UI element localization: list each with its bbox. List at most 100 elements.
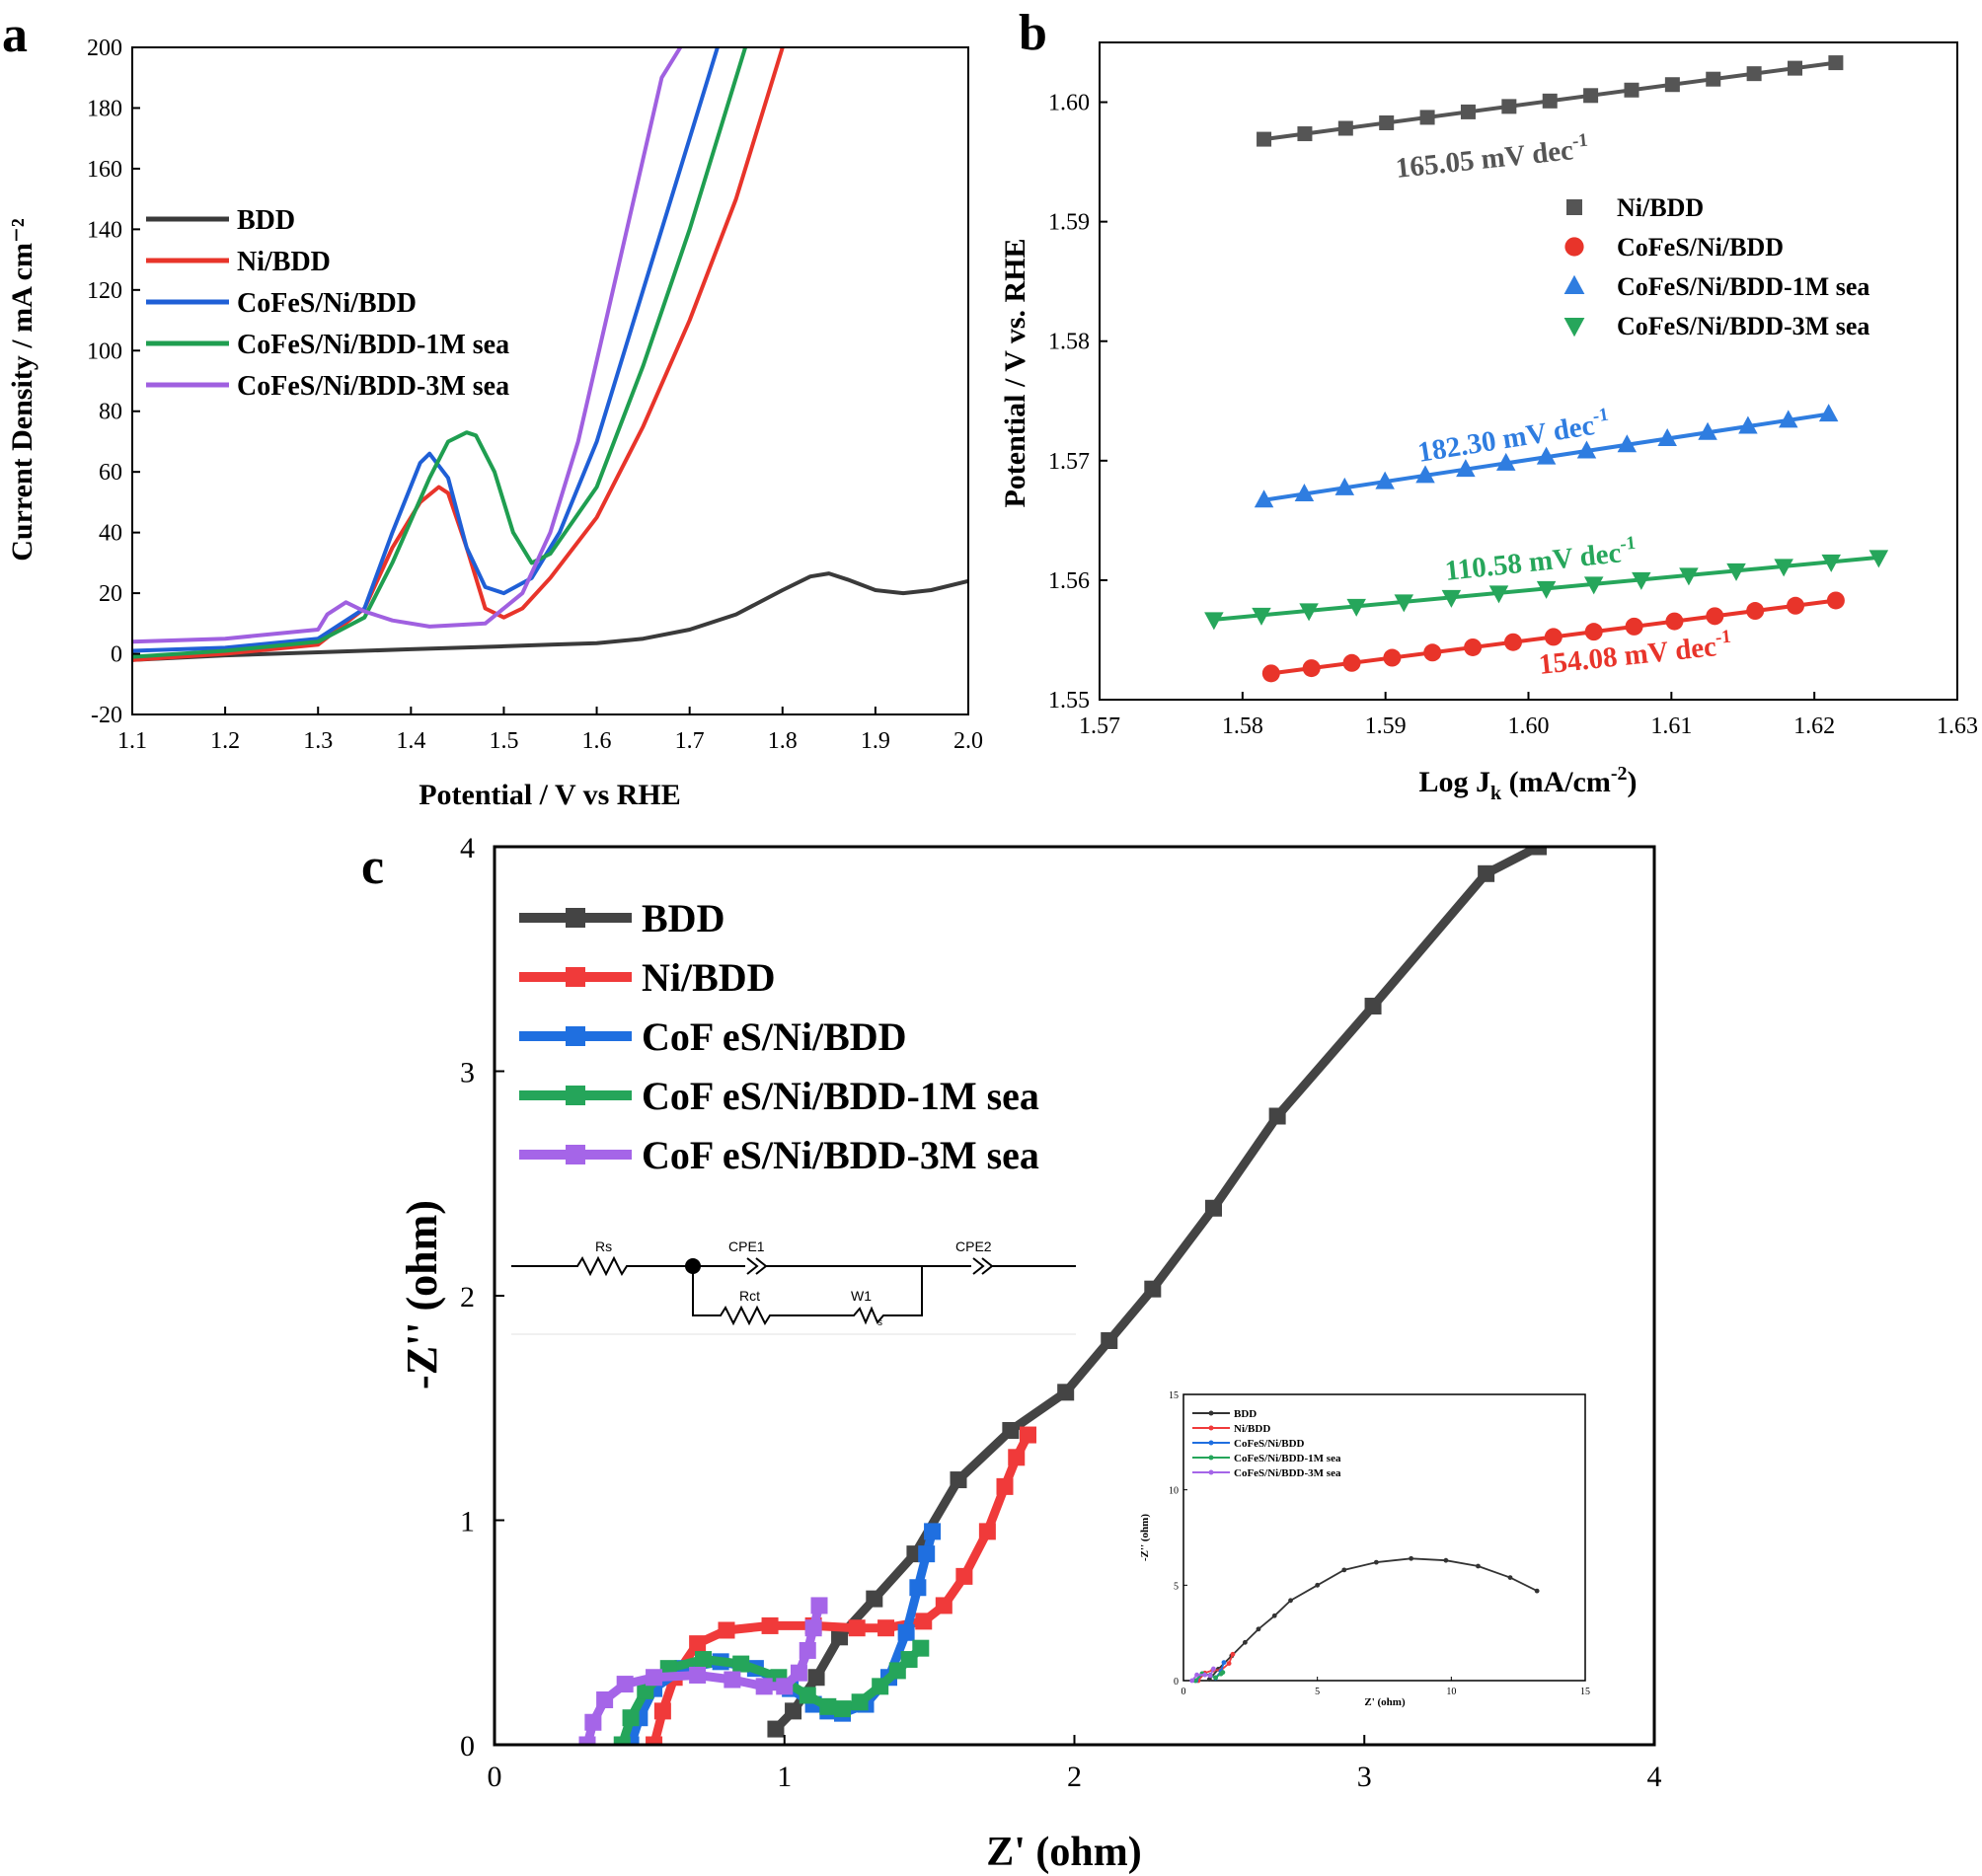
- panel-b-legend-marker: [1566, 199, 1582, 215]
- panel-b-data-point: [1297, 126, 1313, 142]
- panel-c-data-point: [724, 1671, 741, 1688]
- panel-b-ytick-label: 1.56: [1048, 568, 1090, 594]
- panel-c-data-point: [761, 1616, 779, 1634]
- panel-b-data-point: [1536, 580, 1557, 599]
- panel-a-series-line-2: [132, 47, 720, 653]
- panel-b-data-point: [1415, 465, 1435, 484]
- inset-ytick-label: 5: [1174, 1581, 1179, 1592]
- panel-b-data-point: [1299, 603, 1319, 622]
- panel-a-legend-label: CoFeS/Ni/BDD: [237, 288, 417, 319]
- inset-data-point: [1534, 1588, 1540, 1594]
- panel-c-xtick-label: 2: [1067, 1761, 1082, 1793]
- panel-c-data-point: [877, 1619, 895, 1637]
- panel-c-data-point: [689, 1666, 707, 1684]
- panel-b-ytick-label: 1.55: [1048, 688, 1090, 713]
- panel-b-data-point: [1828, 55, 1844, 71]
- panel-a-xtick-label: 1.3: [303, 728, 333, 754]
- panel-b-data-point: [1423, 643, 1442, 662]
- panel-b-data-point: [1706, 607, 1724, 626]
- panel-c-data-point: [767, 1720, 785, 1738]
- inset-data-point: [1213, 1675, 1218, 1681]
- equivalent-circuit-diagram: [511, 1255, 1076, 1335]
- inset-legend-label: CoFeS/Ni/BDD-1M sea: [1234, 1453, 1341, 1464]
- panel-a-ytick-label: 180: [87, 96, 122, 121]
- panel-c-data-point: [622, 1709, 640, 1727]
- panel-a-ytick-label: 40: [99, 521, 122, 547]
- panel-b-legend-marker: [1563, 274, 1585, 294]
- panel-a-xtick-label: 2.0: [953, 728, 983, 754]
- panel-b-xlabel: Log Jk (mA/cm-2): [1418, 763, 1637, 804]
- panel-a-legend-label: CoFeS/Ni/BDD-1M sea: [237, 330, 509, 360]
- inset-legend-marker: [1208, 1425, 1214, 1431]
- panel-b-data-point: [1501, 99, 1517, 114]
- panel-b-data-point: [1503, 633, 1522, 651]
- panel-a-xtick-label: 1.9: [861, 728, 890, 754]
- panel-a-frame: [131, 46, 969, 715]
- panel-c-legend-marker: [566, 1145, 585, 1164]
- panel-b-xtick-label: 1.62: [1793, 713, 1835, 739]
- inset-data-point: [1226, 1661, 1232, 1666]
- panel-b-data-point: [1657, 428, 1677, 447]
- panel-c-data-point: [776, 1678, 794, 1695]
- panel-c-data-point: [915, 1613, 933, 1630]
- inset-data-point: [1220, 1670, 1226, 1676]
- panel-b-data-point: [1632, 571, 1651, 590]
- panel-c-data-point: [996, 1477, 1014, 1495]
- panel-c-data-point: [646, 1736, 663, 1745]
- panel-c-legend-marker: [566, 908, 585, 928]
- panel-a-ylabel: Current Density / mA cm⁻²: [6, 218, 38, 562]
- panel-b-data-point: [1583, 88, 1599, 104]
- panel-b-data-point: [1583, 576, 1604, 595]
- panel-b-data-point: [1419, 110, 1435, 125]
- panel-a-xtick-label: 1.6: [582, 728, 612, 754]
- panel-c-legend-label: CoF eS/Ni/BDD-3M sea: [642, 1133, 1039, 1177]
- panel-c-legend-label: CoF eS/Ni/BDD: [642, 1014, 907, 1059]
- panel-b-data-point: [1536, 446, 1557, 465]
- panel-a-series-line-3: [132, 47, 748, 659]
- panel-c-data-point: [924, 1523, 942, 1540]
- panel-a-xtick-label: 1.2: [210, 728, 240, 754]
- inset-data-point: [1271, 1613, 1277, 1618]
- panel-c-legend-label: Ni/BDD: [642, 955, 776, 1000]
- panel-b-data-point: [1746, 602, 1765, 621]
- panel-c-data-point: [912, 1639, 930, 1657]
- inset-xtick-label: 5: [1315, 1687, 1320, 1697]
- panel-c-data-point: [834, 1700, 851, 1718]
- panel-b-data-point: [1625, 617, 1643, 636]
- panel-b-data-point: [1746, 66, 1762, 82]
- inset-data-point: [1315, 1582, 1321, 1588]
- panel-c-data-point: [732, 1655, 750, 1673]
- panel-c-legend-marker: [566, 1086, 585, 1105]
- inset-data-point: [1288, 1598, 1293, 1604]
- inset-data-point: [1202, 1672, 1208, 1678]
- inset-frame: [1182, 1393, 1586, 1682]
- panel-b-data-point: [1576, 440, 1597, 459]
- panel-b-ytick-label: 1.59: [1048, 210, 1090, 236]
- panel-a-ytick-label: 200: [87, 36, 122, 61]
- panel-a-ytick-label: 20: [99, 581, 122, 607]
- panel-c-data-point: [1530, 847, 1547, 856]
- panel-b-legend-marker: [1563, 318, 1585, 338]
- panel-c-xtick-label: 0: [488, 1761, 502, 1793]
- panel-b-data-point: [1542, 93, 1558, 109]
- panel-b-data-point: [1617, 434, 1638, 453]
- panel-b-data-point: [1261, 664, 1280, 683]
- inset-data-point: [1256, 1626, 1261, 1632]
- panel-b-data-point: [1488, 585, 1509, 604]
- panel-c-data-point: [1364, 998, 1382, 1015]
- inset-xtick-label: 15: [1580, 1687, 1590, 1697]
- panel-b-data-point: [1826, 591, 1845, 610]
- panel-a-xtick-label: 1.7: [675, 728, 705, 754]
- panel-b-xtick-label: 1.63: [1937, 713, 1978, 739]
- panel-c-legend-label: CoF eS/Ni/BDD-1M sea: [642, 1074, 1039, 1118]
- panel-c-ytick-label: 2: [460, 1281, 475, 1313]
- circuit-label-cpe1: CPE1: [728, 1238, 765, 1254]
- panel-b-data-point: [1495, 452, 1516, 471]
- panel-a-ytick-label: 100: [87, 338, 122, 364]
- panel-b-data-point: [1818, 404, 1839, 422]
- panel-c-data-point: [622, 1736, 640, 1745]
- panel-c-ylabel: -Z'' (ohm): [398, 1200, 446, 1389]
- inset-legend-marker: [1208, 1440, 1214, 1446]
- panel-c-data-point: [1101, 1332, 1118, 1349]
